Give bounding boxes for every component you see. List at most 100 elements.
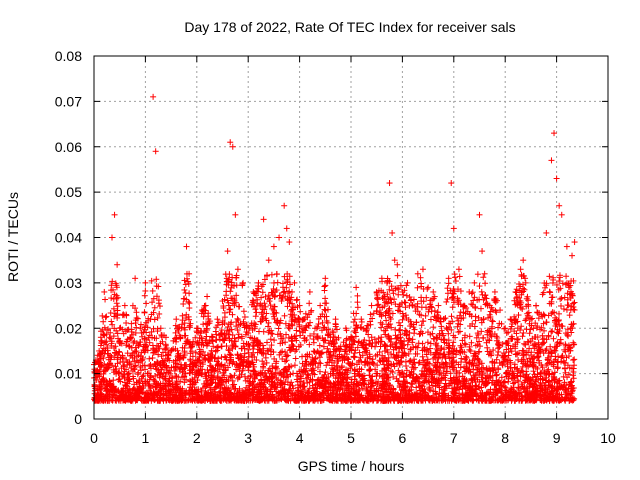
data-point-cloud	[400, 291, 407, 298]
data-point-cloud	[269, 331, 276, 338]
data-point-cloud	[99, 312, 106, 319]
data-point-cloud	[180, 300, 187, 307]
data-point-cloud	[571, 356, 578, 363]
data-point-cloud	[417, 274, 424, 281]
data-point-cloud	[358, 318, 365, 325]
data-point-cloud	[494, 352, 501, 359]
data-point-cloud	[123, 319, 130, 326]
data-point-cloud	[403, 292, 410, 299]
data-point-cloud	[498, 374, 505, 381]
data-point-cloud	[522, 317, 529, 324]
data-point-cloud	[525, 309, 532, 316]
data-point-cloud	[284, 352, 291, 359]
data-point-cloud	[503, 330, 510, 337]
data-point-cloud	[142, 287, 149, 294]
data-point-cloud	[558, 358, 565, 365]
data-point-cloud	[466, 333, 473, 340]
data-point-cloud	[387, 295, 394, 302]
data-point-cloud	[316, 342, 323, 349]
data-point-cloud	[389, 310, 396, 317]
data-point-cloud	[351, 328, 358, 335]
grid	[94, 56, 608, 419]
data-point-cloud	[383, 317, 390, 324]
data-point-cloud	[141, 292, 148, 299]
data-point-cloud	[495, 324, 502, 331]
data-point-cloud	[552, 353, 559, 360]
data-point-cloud	[570, 357, 577, 364]
data-point-cloud	[452, 274, 459, 281]
data-point-cloud	[109, 321, 116, 328]
data-point-cloud	[415, 360, 422, 367]
data-point-cloud	[483, 339, 490, 346]
data-point-cloud	[275, 325, 282, 332]
data-point-cloud	[558, 302, 565, 309]
data-point-cloud	[120, 311, 127, 318]
data-point-cloud	[368, 334, 375, 341]
data-point-cloud	[402, 304, 409, 311]
data-point-cloud	[235, 303, 242, 310]
data-point-cloud	[476, 283, 483, 290]
data-point-cloud	[154, 325, 161, 332]
data-point-cloud	[221, 353, 228, 360]
data-point-cloud	[316, 359, 323, 366]
data-point-cloud	[265, 323, 272, 330]
data-point-cloud	[505, 329, 512, 336]
data-point-cloud	[546, 288, 553, 295]
data-point-cloud	[515, 384, 522, 391]
data-point-cloud	[293, 297, 300, 304]
data-point-cloud	[382, 299, 389, 306]
data-point-cloud	[557, 339, 564, 346]
data-point-cloud	[571, 299, 578, 306]
data-point-cloud	[250, 346, 257, 353]
chart-title: Day 178 of 2022, Rate Of TEC Index for r…	[184, 19, 515, 35]
data-point-cloud	[434, 309, 441, 316]
data-point-cloud	[414, 284, 421, 291]
data-point-cloud	[543, 319, 550, 326]
data-point-cloud	[384, 349, 391, 356]
data-point-cloud	[317, 360, 324, 367]
data-point-cloud	[268, 342, 275, 349]
data-point-cloud	[108, 295, 115, 302]
data-point-cloud	[396, 327, 403, 334]
data-point-cloud	[493, 309, 500, 316]
data-point-cloud	[289, 300, 296, 307]
data-point-cloud	[351, 353, 358, 360]
data-point-cloud	[268, 271, 275, 278]
data-point-cloud	[281, 273, 288, 280]
data-point-cloud	[271, 337, 278, 344]
data-point-cloud	[322, 369, 329, 376]
data-point-cloud	[427, 340, 434, 347]
data-point-cloud	[146, 355, 153, 362]
data-point-cloud	[133, 309, 140, 316]
data-point-cloud	[297, 308, 304, 315]
data-point-cloud	[560, 305, 567, 312]
data-point-cloud	[448, 313, 455, 320]
data-point-cloud	[234, 315, 241, 322]
data-point-cloud	[515, 335, 522, 342]
data-point-cloud	[564, 302, 571, 309]
data-point-cloud	[480, 274, 487, 281]
data-point-cloud	[563, 273, 570, 280]
data-point-cloud	[267, 336, 274, 343]
data-point-cloud	[424, 285, 431, 292]
data-point-cloud	[252, 313, 259, 320]
data-point-cloud	[571, 306, 578, 313]
data-point-cloud	[153, 276, 160, 283]
data-point-cloud	[388, 299, 395, 306]
data-point-cloud	[472, 313, 479, 320]
data-point-cloud	[526, 330, 533, 337]
data-point-cloud	[141, 309, 148, 316]
data-point-cloud	[102, 296, 109, 303]
data-point-cloud	[443, 298, 450, 305]
data-point-cloud	[316, 354, 323, 361]
data-point-cloud	[263, 339, 270, 346]
data-point-cloud	[225, 331, 232, 338]
data-point-cloud	[200, 321, 207, 328]
data-point-cloud	[366, 367, 373, 374]
data-point-cloud	[149, 287, 156, 294]
data-point-cloud	[186, 290, 193, 297]
data-point-cloud	[250, 298, 257, 305]
data-point-cloud	[100, 318, 107, 325]
data-point-cloud	[213, 344, 220, 351]
data-point-cloud	[468, 339, 475, 346]
